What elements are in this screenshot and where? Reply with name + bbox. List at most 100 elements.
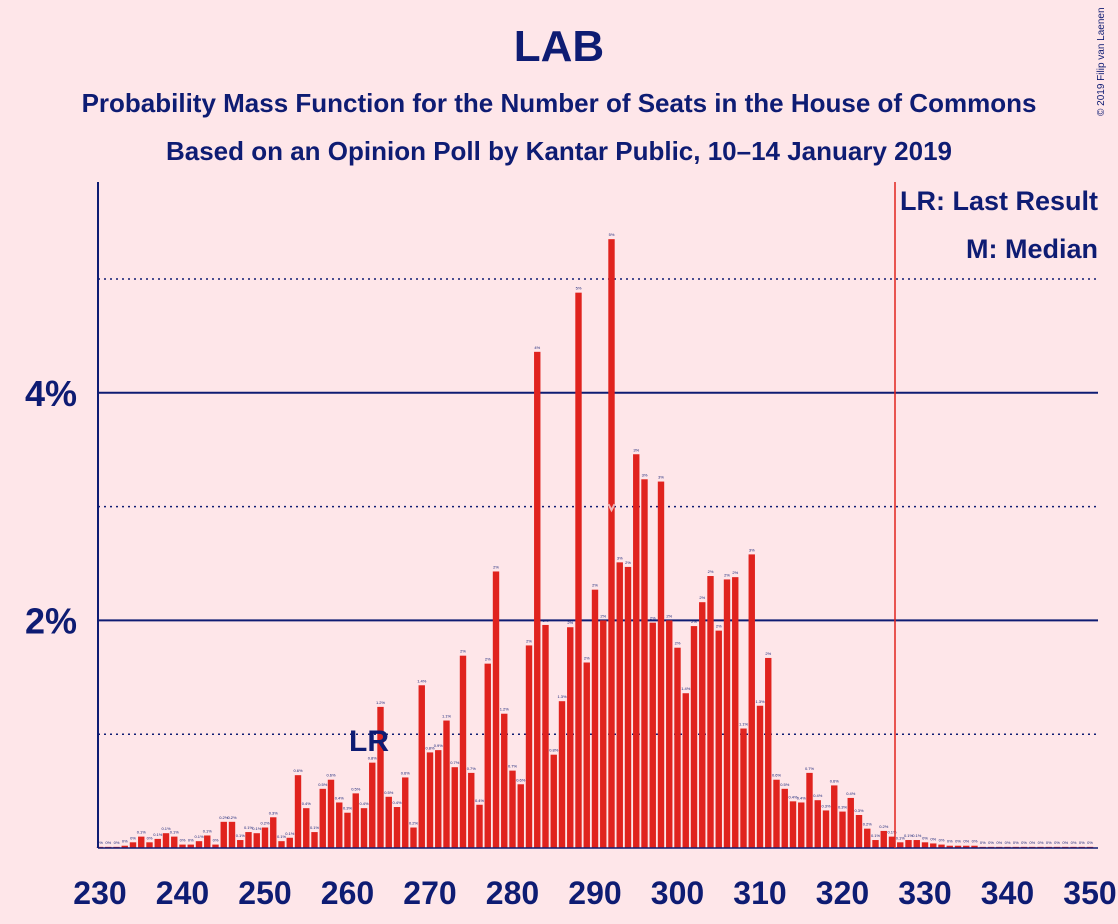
- bar-label-269: 1.4%: [417, 678, 427, 683]
- bar-label-339: 0%: [996, 840, 1002, 845]
- bar-label-333: 0%: [947, 839, 953, 844]
- bar-label-275: 0.7%: [467, 766, 477, 771]
- bar-label-293: 3%: [617, 555, 623, 560]
- bar-285: [550, 754, 557, 848]
- bar-label-238: 0.1%: [161, 826, 171, 831]
- bar-label-294: 2%: [625, 560, 631, 565]
- bar-label-346: 0%: [1054, 840, 1060, 845]
- bar-319: [831, 785, 838, 848]
- bar-241: [187, 844, 194, 848]
- bar-240: [179, 844, 186, 848]
- bar-252: [278, 841, 285, 848]
- bar-298: [657, 481, 665, 848]
- markers: LR: [349, 182, 896, 848]
- bar-308: [740, 728, 747, 848]
- bar-268: [410, 827, 417, 848]
- bar-282: [525, 645, 533, 848]
- bar-label-230: 0%: [97, 840, 103, 845]
- bar-label-332: 0%: [939, 838, 945, 843]
- bar-label-302: 2%: [691, 619, 697, 624]
- bar-327: [897, 842, 904, 848]
- bar-261: [352, 793, 359, 848]
- bar-266: [393, 807, 401, 848]
- bar-label-235: 0.1%: [137, 830, 147, 835]
- bar-label-247: 0.1%: [236, 833, 246, 838]
- bar-317: [814, 800, 821, 848]
- bar-label-323: 0.2%: [863, 822, 873, 827]
- x-tick-250: 250: [238, 875, 291, 911]
- bar-label-278: 2%: [493, 564, 499, 569]
- bar-label-251: 0.3%: [269, 810, 279, 815]
- bar-label-241: 0%: [188, 838, 194, 843]
- bar-318: [822, 810, 830, 848]
- bar-label-272: 1.1%: [442, 714, 452, 719]
- bar-265: [385, 796, 392, 848]
- bar-label-341: 0%: [1013, 840, 1019, 845]
- legend-item-1: M: Median: [966, 234, 1098, 264]
- x-tick-300: 300: [651, 875, 704, 911]
- bar-label-344: 0%: [1038, 840, 1044, 845]
- bar-334: [954, 845, 962, 848]
- bar-263: [369, 762, 376, 848]
- bar-label-319: 0.6%: [830, 778, 840, 783]
- bar-label-250: 0.2%: [260, 821, 270, 826]
- bar-244: [212, 844, 219, 848]
- bar-label-336: 0%: [972, 839, 978, 844]
- bar-label-316: 0.7%: [805, 766, 815, 771]
- bar-274: [459, 655, 467, 848]
- bar-253: [286, 837, 293, 848]
- x-tick-310: 310: [733, 875, 786, 911]
- bar-325: [880, 830, 887, 848]
- bar-label-329: 0.1%: [912, 833, 922, 838]
- bar-label-305: 2%: [716, 624, 722, 629]
- bar-label-317: 0.4%: [813, 793, 823, 798]
- bar-label-264: 1.2%: [376, 700, 386, 705]
- bar-233: [121, 845, 128, 848]
- bar-303: [699, 602, 706, 848]
- last-result-label: LR: [349, 725, 389, 758]
- bar-249: [253, 833, 260, 848]
- x-tick-290: 290: [568, 875, 621, 911]
- bar-label-342: 0%: [1021, 840, 1027, 845]
- bar-328: [905, 840, 912, 848]
- bar-286: [558, 701, 566, 848]
- bar-288: [575, 292, 582, 848]
- bar-322: [855, 814, 863, 848]
- bar-273: [451, 767, 458, 848]
- bar-label-295: 3%: [633, 447, 639, 452]
- bar-300: [674, 647, 681, 848]
- bar-label-296: 3%: [642, 472, 648, 477]
- bar-259: [336, 802, 343, 848]
- bar-269: [418, 685, 425, 848]
- y-tick-4: 4%: [25, 373, 77, 414]
- bar-label-298: 3%: [658, 475, 664, 480]
- bar-label-308: 1.1%: [739, 722, 749, 727]
- bar-label-262: 0.4%: [359, 801, 369, 806]
- axes: [97, 182, 1098, 849]
- bar-251: [270, 817, 277, 848]
- bar-label-347: 0%: [1062, 840, 1068, 845]
- bar-label-242: 0.1%: [194, 834, 204, 839]
- bar-293: [616, 562, 623, 848]
- bar-label-249: 0.1%: [252, 826, 262, 831]
- bar-262: [360, 808, 368, 848]
- bar-label-322: 0.3%: [854, 808, 864, 813]
- bar-label-261: 0.5%: [351, 786, 361, 791]
- bar-label-260: 0.3%: [343, 806, 353, 811]
- bar-287: [567, 627, 574, 848]
- bar-321: [847, 797, 854, 848]
- bar-label-324: 0.1%: [871, 833, 881, 838]
- x-tick-350: 350: [1063, 875, 1116, 911]
- bar-label-330: 0%: [922, 835, 928, 840]
- bar-label-326: 0.1%: [887, 830, 897, 835]
- bar-291: [600, 620, 607, 848]
- bar-237: [154, 838, 161, 848]
- bar-label-318: 0.3%: [821, 803, 831, 808]
- bar-label-321: 0.4%: [846, 791, 856, 796]
- bar-248: [245, 832, 252, 848]
- bars: [96, 239, 1094, 849]
- bar-329: [913, 840, 920, 848]
- bar-label-257: 0.5%: [318, 782, 328, 787]
- chart-subtitle-1: Probability Mass Function for the Number…: [81, 88, 1037, 118]
